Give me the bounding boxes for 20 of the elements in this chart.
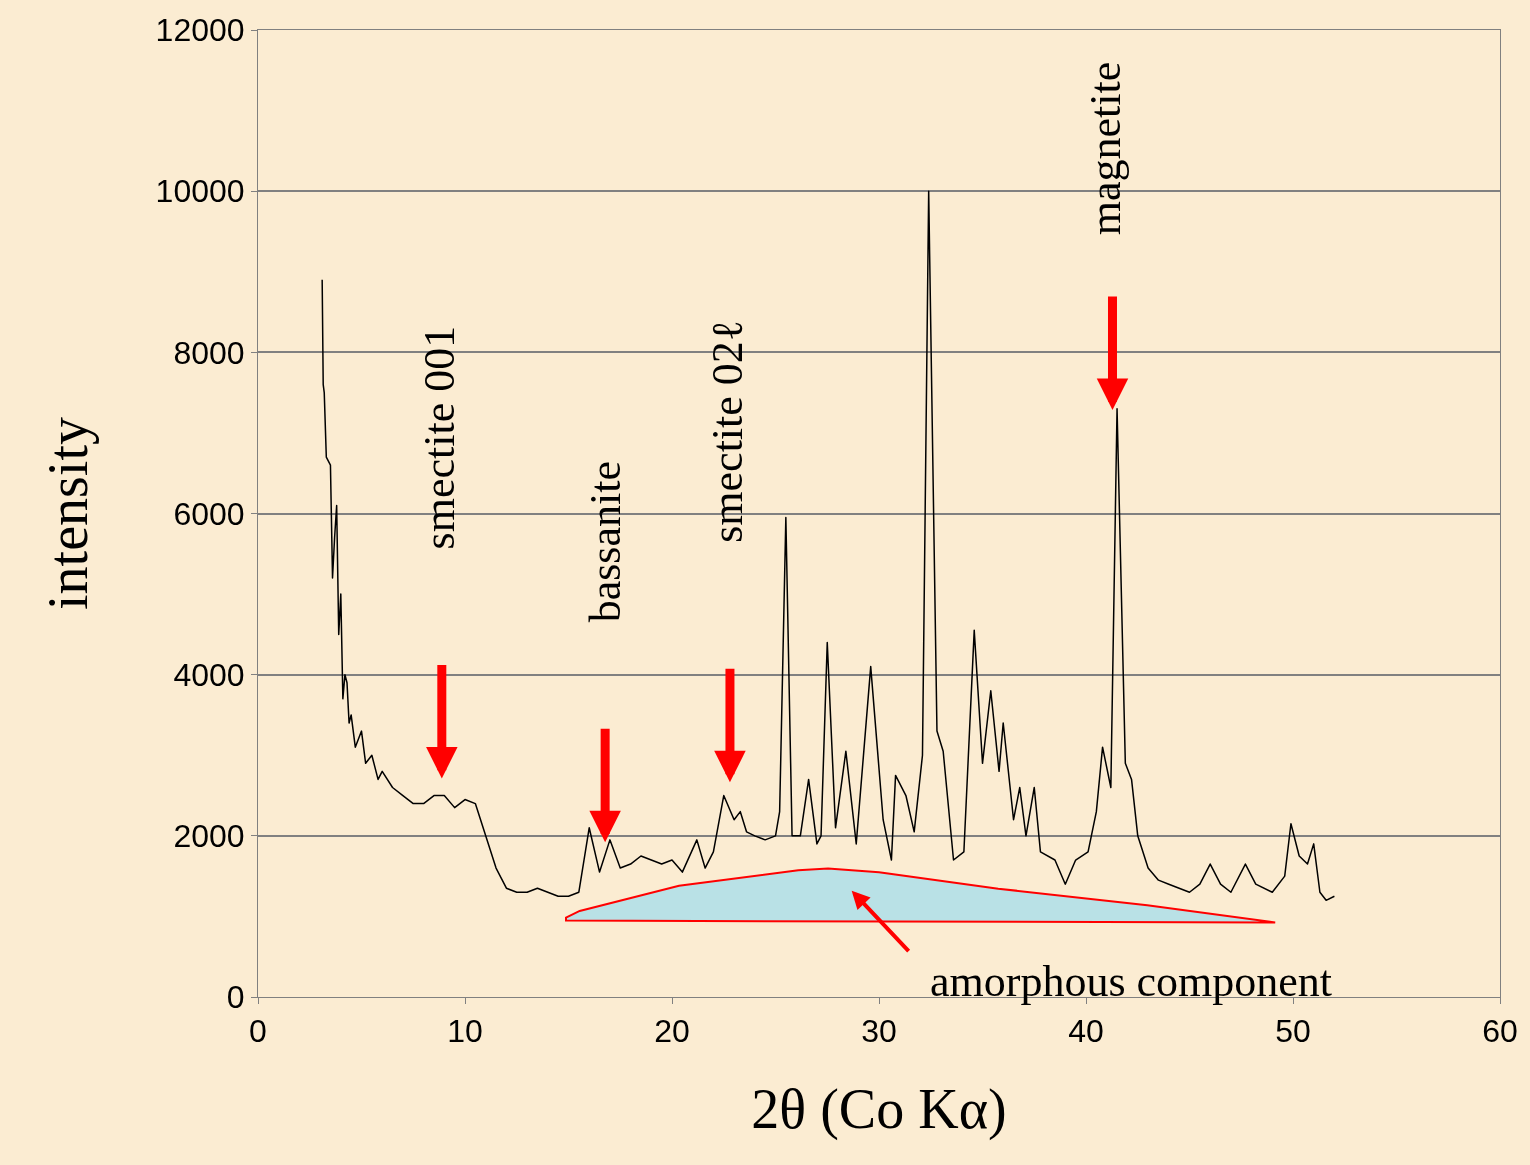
y-tick-label: 8000 [173, 334, 245, 371]
x-tick-label: 10 [447, 1013, 483, 1050]
y-tick-label: 12000 [155, 12, 245, 49]
y-axis-title: intensity [36, 417, 99, 610]
y-tick-label: 10000 [155, 173, 245, 210]
x-tick-label: 30 [861, 1013, 897, 1050]
y-tick-label: 4000 [173, 656, 245, 693]
annotation: bassanite [581, 461, 631, 623]
x-tick-label: 60 [1482, 1013, 1518, 1050]
y-tick-label: 2000 [173, 818, 245, 855]
x-tick-label: 40 [1068, 1013, 1104, 1050]
annotation: magnetite [1081, 61, 1131, 236]
annotation: amorphous component [930, 957, 1333, 1006]
x-tick-label: 50 [1275, 1013, 1311, 1050]
y-tick-label: 0 [226, 979, 245, 1016]
y-tick-label: 6000 [173, 495, 245, 532]
x-axis-title: 2θ (Co Kα) [751, 1078, 1007, 1142]
x-tick-label: 20 [654, 1013, 690, 1050]
annotation: smectite 001 [415, 325, 465, 550]
annotation: smectite 02ℓ [703, 320, 753, 543]
